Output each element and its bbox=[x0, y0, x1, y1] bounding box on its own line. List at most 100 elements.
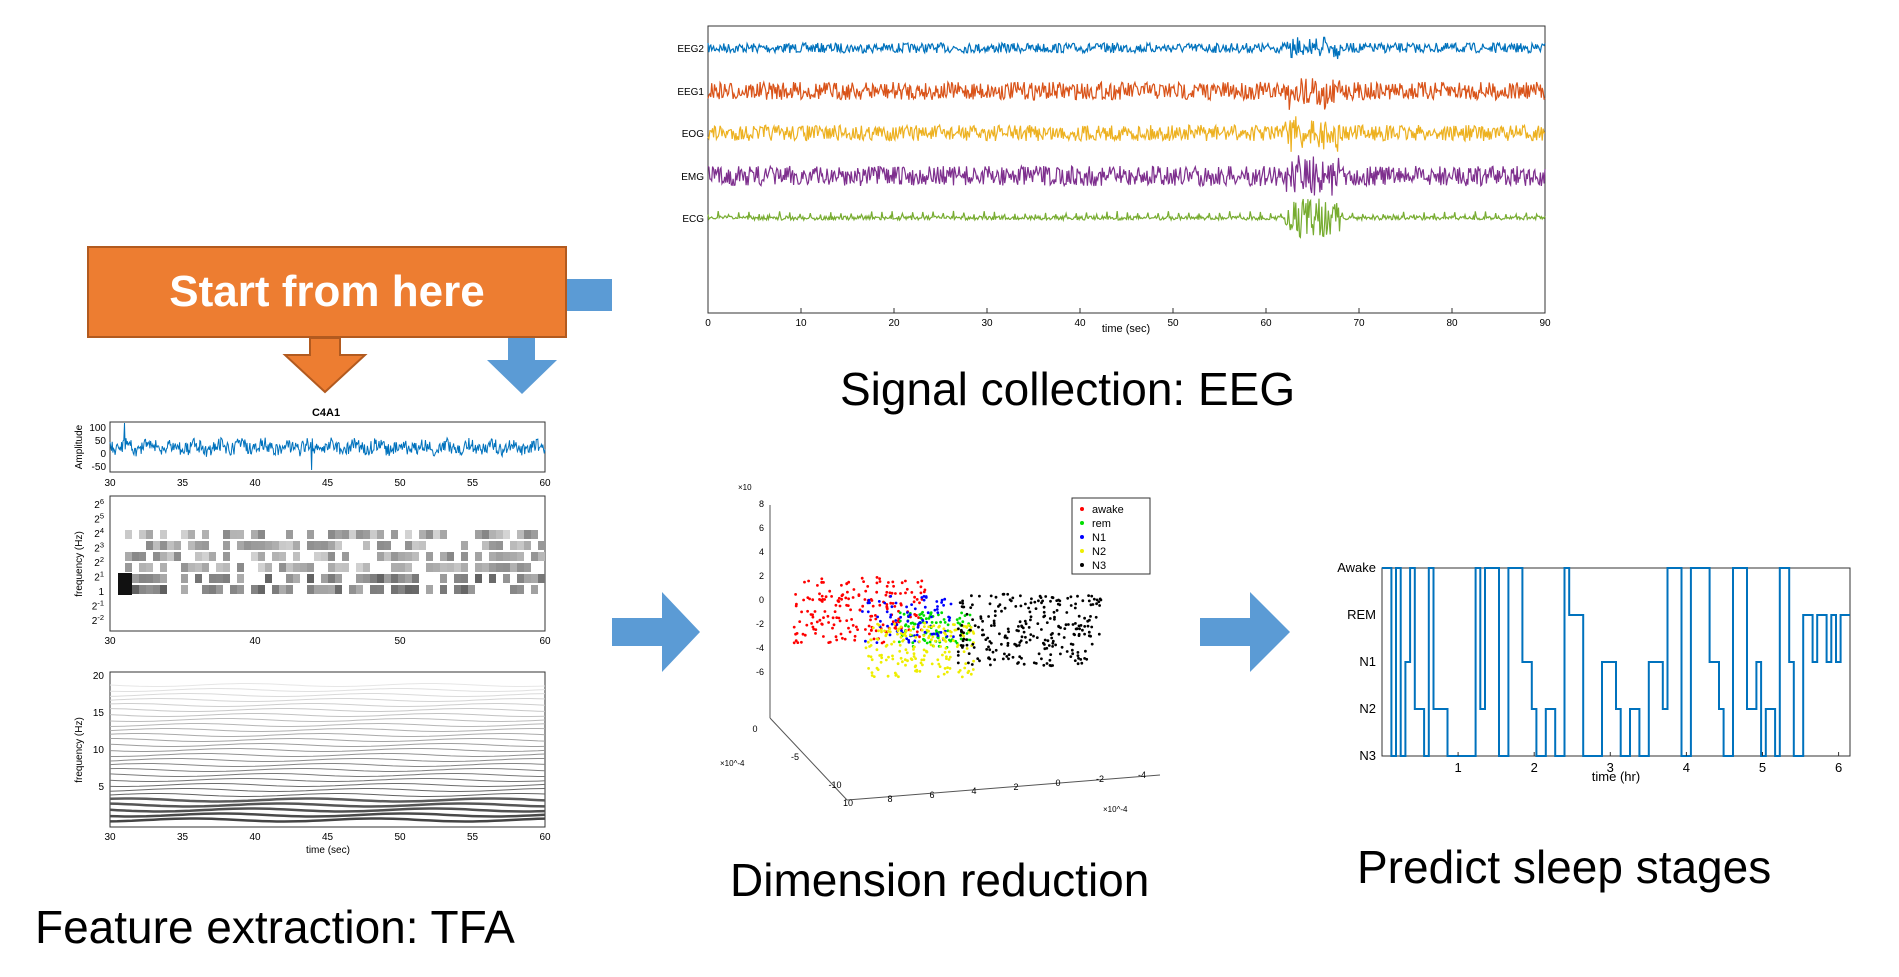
scatter-point-rem bbox=[968, 638, 972, 642]
tf-cell bbox=[412, 552, 419, 561]
scatter-point-N2 bbox=[867, 654, 870, 658]
tf-cell bbox=[265, 563, 272, 572]
scatter-point-N2 bbox=[918, 640, 921, 643]
tf-cell bbox=[461, 552, 468, 561]
scatter-point-N3 bbox=[1020, 635, 1024, 639]
scatter-point-N2 bbox=[912, 648, 915, 651]
scatter-point-awake bbox=[837, 600, 840, 603]
scatter-point-awake bbox=[866, 585, 870, 588]
spectrogram-band bbox=[109, 797, 546, 803]
tf-cell bbox=[517, 563, 524, 572]
spectrogram-band bbox=[109, 728, 546, 732]
tf-cell bbox=[454, 563, 461, 572]
scatter-point-N3 bbox=[1046, 639, 1050, 643]
scatter-point-N3 bbox=[1078, 627, 1081, 631]
scatter-point-awake bbox=[881, 623, 885, 627]
scatter-point-N3 bbox=[998, 632, 1001, 636]
scatter-point-N3 bbox=[979, 615, 983, 619]
tf-cell bbox=[321, 552, 328, 561]
scatter-point-N3 bbox=[990, 624, 993, 627]
scatter-point-awake bbox=[794, 604, 798, 608]
scatter-point-N3 bbox=[993, 658, 996, 662]
spectrogram-xtick: 45 bbox=[322, 832, 334, 843]
scatter-point-N3 bbox=[1067, 623, 1070, 626]
tf-cell bbox=[517, 574, 524, 583]
scatter-point-awake bbox=[834, 603, 838, 607]
hypnogram-xtick: 2 bbox=[1531, 760, 1538, 775]
scatter-point-N3 bbox=[989, 594, 993, 598]
eeg-xtick-label: 40 bbox=[1074, 318, 1086, 329]
scatter-point-awake bbox=[899, 592, 902, 595]
scatter-point-N3 bbox=[1094, 615, 1098, 619]
tf-cell bbox=[356, 574, 363, 583]
scatter-point-N3 bbox=[978, 659, 981, 663]
spectrogram-band bbox=[109, 733, 546, 737]
tf-cell bbox=[335, 563, 342, 572]
tf-cell bbox=[510, 585, 517, 594]
scatter-point-awake bbox=[867, 624, 871, 628]
scatter-point-N3 bbox=[1055, 609, 1059, 612]
scatter-point-N3 bbox=[1030, 597, 1033, 601]
scatter-point-N3 bbox=[973, 624, 977, 627]
eeg-channel-label: ECG bbox=[682, 214, 704, 225]
scatter-point-awake bbox=[801, 632, 805, 636]
z-tick: -2 bbox=[756, 619, 764, 629]
scatter-point-N1 bbox=[888, 633, 892, 637]
tf-cell bbox=[237, 585, 244, 594]
tf-cell bbox=[342, 530, 349, 539]
scatter-point-N3 bbox=[1051, 639, 1055, 643]
amplitude-xtick: 30 bbox=[104, 478, 116, 489]
scatter-point-N2 bbox=[947, 658, 951, 661]
tf-cell bbox=[160, 541, 167, 550]
scatter-point-awake bbox=[822, 635, 825, 638]
spectrogram-band bbox=[109, 718, 546, 722]
spectrogram-band bbox=[109, 773, 545, 777]
scatter-point-N2 bbox=[953, 623, 956, 626]
scatter-point-N3 bbox=[1014, 605, 1018, 608]
tf-cell bbox=[335, 574, 342, 583]
scatter-point-N3 bbox=[1042, 605, 1046, 609]
scatter-point-N2 bbox=[922, 658, 926, 662]
tf-cell bbox=[531, 585, 538, 594]
scatter-point-N2 bbox=[972, 659, 975, 663]
spectrogram-xtick: 60 bbox=[539, 832, 551, 843]
scatter-point-N1 bbox=[930, 632, 934, 636]
scatter-point-N2 bbox=[943, 650, 947, 654]
scatter-point-N3 bbox=[1027, 606, 1030, 610]
scatter-point-N2 bbox=[894, 674, 898, 677]
scatter-point-N3 bbox=[1005, 655, 1009, 658]
spectrogram-band bbox=[110, 738, 546, 742]
tf-cell bbox=[398, 563, 405, 572]
scatter-point-N2 bbox=[927, 625, 931, 629]
tf-cell bbox=[510, 552, 517, 561]
scatter-point-awake bbox=[815, 620, 819, 624]
tf-cell bbox=[468, 585, 475, 594]
tf-cell bbox=[153, 574, 160, 583]
scatter-point-awake bbox=[846, 604, 850, 607]
scatter-point-N1 bbox=[922, 595, 926, 598]
scatter-point-N2 bbox=[896, 662, 900, 666]
caption-signal: Signal collection: EEG bbox=[840, 363, 1296, 415]
scatter-point-N3 bbox=[1036, 622, 1040, 625]
scatter-point-N1 bbox=[907, 640, 911, 644]
scatter-point-N3 bbox=[1047, 644, 1051, 647]
scatter-point-N2 bbox=[925, 650, 928, 654]
tf-xtick: 60 bbox=[539, 636, 551, 647]
scatter-point-awake bbox=[845, 619, 849, 622]
caption-dimension: Dimension reduction bbox=[730, 854, 1150, 906]
scatter-point-N1 bbox=[935, 608, 939, 611]
eeg-trace-ecg bbox=[707, 198, 1546, 239]
scatter-point-awake bbox=[864, 589, 868, 593]
tf-cell bbox=[496, 552, 503, 561]
scatter-point-N3 bbox=[1049, 653, 1053, 656]
scatter-point-N2 bbox=[944, 646, 948, 650]
tf-ytick: 23 bbox=[94, 541, 104, 555]
z-tick: 6 bbox=[759, 523, 764, 533]
scatter-point-N3 bbox=[1000, 642, 1003, 646]
scatter-point-N2 bbox=[919, 661, 923, 665]
scatter-point-awake bbox=[857, 593, 861, 597]
tf-cell bbox=[363, 541, 370, 550]
tf-xtick: 40 bbox=[249, 636, 261, 647]
amplitude-xticks: 30 35 40 45 50 55 60 bbox=[104, 478, 551, 489]
tf-cell bbox=[258, 530, 265, 539]
